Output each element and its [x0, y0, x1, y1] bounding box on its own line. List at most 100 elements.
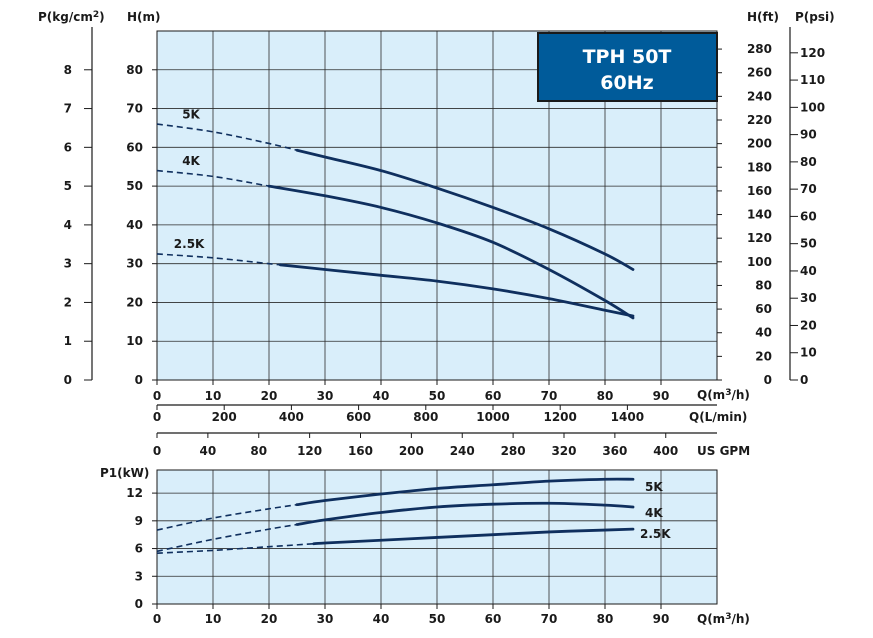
- pressure-psi-axis-title: P(psi): [795, 10, 835, 24]
- head-series-label-2-5k: 2.5K: [174, 237, 205, 251]
- head-curve-4k: [267, 184, 635, 320]
- power-kw-tick-label: 12: [126, 486, 143, 500]
- pressure-kgcm2-axis-title: P(kg/cm2): [38, 10, 105, 24]
- head-ft-axis-title: H(ft): [747, 10, 779, 24]
- pressure-psi-tick-label: 110: [800, 73, 825, 87]
- head-m-tick-label: 40: [126, 218, 143, 232]
- flow-gpm-tick-label: 0: [153, 444, 161, 458]
- power-series-label-2-5k: 2.5K: [640, 527, 671, 541]
- head-ft-tick-label: 20: [755, 349, 772, 363]
- head-ft-tick-label: 40: [755, 326, 772, 340]
- power-kw-tick-label: 3: [135, 569, 143, 583]
- power-kw-axis-title: P1(kW): [100, 466, 149, 480]
- flow-lmin-tick-label: 1200: [543, 410, 576, 424]
- power-flow-tick-label: 20: [261, 612, 278, 626]
- head-ft-tick-label: 240: [747, 89, 772, 103]
- flow-lmin-tick-label: 800: [413, 410, 438, 424]
- power-series-label-5k: 5K: [645, 480, 663, 494]
- power-flow-tick-label: 80: [597, 612, 614, 626]
- power-kw-tick-label: 9: [135, 514, 143, 528]
- head-curve-axes: 0 10 20 30 40 50 60 70 80 90 Q(m3/h)0 200 400 600 800 1…: [38, 10, 835, 458]
- head-ft-tick-label: 160: [747, 184, 772, 198]
- flow-m3h-tick-label: 20: [261, 389, 278, 403]
- power-curve-axes: 0 3 6 9 12 P1(kW) 0 10 20 30 40 50 60 70 80 90 Q(m3/h): [100, 466, 750, 626]
- head-ft-tick-label: 180: [747, 160, 772, 174]
- head-ft-tick-label: 200: [747, 137, 772, 151]
- flow-gpm-tick-label: 400: [653, 444, 678, 458]
- head-ft-tick-label: 260: [747, 66, 772, 80]
- flow-gpm-tick-label: 360: [602, 444, 627, 458]
- flow-m3h-tick-label: 70: [541, 389, 558, 403]
- head-m-tick-label: 10: [126, 334, 143, 348]
- pressure-kgcm2-tick-label: 1: [64, 334, 72, 348]
- flow-m3h-tick-label: 10: [205, 389, 222, 403]
- flow-lmin-tick-label: 1400: [611, 410, 644, 424]
- power-flow-tick-label: 50: [429, 612, 446, 626]
- pressure-psi-tick-label: 20: [800, 318, 817, 332]
- power-curve-4k-dashed: [156, 523, 298, 553]
- pressure-psi-tick-label: 120: [800, 46, 825, 60]
- flow-gpm-tick-label: 160: [348, 444, 373, 458]
- pressure-psi-tick-label: 0: [800, 373, 808, 387]
- head-m-tick-label: 80: [126, 63, 143, 77]
- power-curve-4k: [295, 501, 635, 526]
- head-ft-tick-label: 120: [747, 231, 772, 245]
- head-curve-2-5k-dashed: [156, 253, 281, 266]
- pressure-kgcm2-tick-label: 8: [64, 63, 72, 77]
- head-series-label-5k: 5K: [182, 107, 200, 121]
- chart-subtitle: 60Hz: [600, 72, 653, 94]
- flow-lmin-tick-label: 0: [153, 410, 161, 424]
- flow-gpm-tick-label: 40: [200, 444, 217, 458]
- head-ft-tick-label: 80: [755, 278, 772, 292]
- head-ft-tick-label: 0: [764, 373, 772, 387]
- flow-lmin-tick-label: 600: [346, 410, 371, 424]
- head-ft-tick-label: 140: [747, 208, 772, 222]
- pressure-psi-tick-label: 10: [800, 346, 817, 360]
- head-ft-tick-label: 60: [755, 302, 772, 316]
- flow-m3h-tick-label: 40: [373, 389, 390, 403]
- pressure-kgcm2-tick-label: 2: [64, 295, 72, 309]
- pressure-kgcm2-tick-label: 7: [64, 102, 72, 116]
- power-curve-2-5k: [312, 527, 635, 546]
- power-flow-axis-title: Q(m3/h): [697, 612, 750, 626]
- pressure-psi-tick-label: 70: [800, 182, 817, 196]
- title-box-background: [537, 32, 718, 102]
- pressure-kgcm2-tick-label: 5: [64, 179, 72, 193]
- power-kw-tick-label: 0: [135, 597, 143, 611]
- pressure-kgcm2-tick-label: 6: [64, 140, 72, 154]
- power-flow-tick-label: 30: [317, 612, 334, 626]
- pressure-psi-tick-label: 40: [800, 264, 817, 278]
- head-m-tick-label: 60: [126, 140, 143, 154]
- power-kw-tick-label: 6: [135, 542, 143, 556]
- chart-title: TPH 50T: [583, 46, 672, 68]
- head-curve-4k-dashed: [156, 169, 270, 187]
- power-curve-5k-dashed: [156, 503, 298, 531]
- flow-gpm-tick-label: 320: [551, 444, 576, 458]
- flow-gpm-tick-label: 120: [297, 444, 322, 458]
- power-curve-5k: [295, 477, 635, 507]
- flow-m3h-tick-label: 60: [485, 389, 502, 403]
- flow-gpm-tick-label: 80: [250, 444, 267, 458]
- power-curve-2-5k-dashed: [156, 542, 314, 554]
- pressure-psi-tick-label: 90: [800, 128, 817, 142]
- power-curve-plot: 5K 4K 2.5K: [156, 469, 718, 605]
- head-m-tick-label: 0: [135, 373, 143, 387]
- power-series-label-4k: 4K: [645, 506, 663, 520]
- flow-m3h-tick-label: 30: [317, 389, 334, 403]
- pressure-psi-tick-label: 30: [800, 291, 817, 305]
- pressure-kgcm2-tick-label: 4: [64, 218, 72, 232]
- head-ft-tick-label: 280: [747, 42, 772, 56]
- flow-lmin-tick-label: 400: [279, 410, 304, 424]
- flow-m3h-tick-label: 80: [597, 389, 614, 403]
- head-m-tick-label: 30: [126, 257, 143, 271]
- flow-lmin-axis-title: Q(L/min): [689, 410, 747, 424]
- flow-m3h-tick-label: 50: [429, 389, 446, 403]
- head-m-tick-label: 70: [126, 102, 143, 116]
- power-flow-tick-label: 10: [205, 612, 222, 626]
- pressure-psi-tick-label: 80: [800, 155, 817, 169]
- power-flow-tick-label: 0: [153, 612, 161, 626]
- power-flow-tick-label: 90: [653, 612, 670, 626]
- flow-m3h-axis-title: Q(m3/h): [697, 388, 750, 402]
- flow-gpm-tick-label: 200: [399, 444, 424, 458]
